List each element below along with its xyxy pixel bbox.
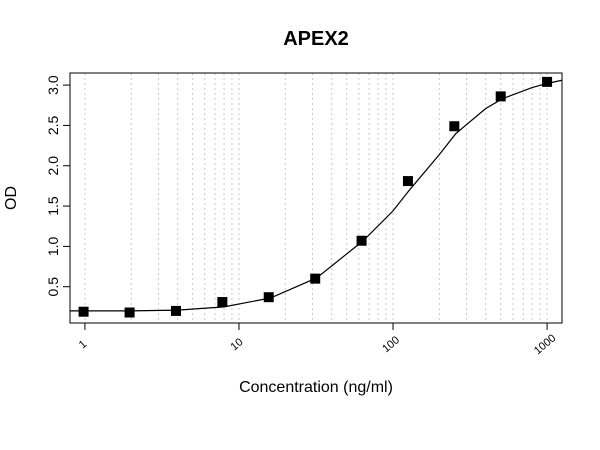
data-point xyxy=(495,91,506,102)
data-point xyxy=(542,76,553,87)
y-tick-label: 0.5 xyxy=(45,277,61,297)
data-point xyxy=(170,305,181,316)
x-axis: 1 10 100 1000 xyxy=(77,323,558,357)
x-tick-label: 1000 xyxy=(532,332,558,357)
chart-title: APEX2 xyxy=(283,28,349,50)
y-tick-label: 2.0 xyxy=(45,156,61,176)
data-points xyxy=(78,76,553,318)
data-point xyxy=(402,176,413,187)
x-tick-label: 100 xyxy=(380,334,402,355)
data-point xyxy=(310,273,321,284)
y-tick-label: 1.5 xyxy=(45,196,61,216)
plot-frame xyxy=(69,72,563,324)
data-point xyxy=(449,121,460,132)
y-tick-label: 2.5 xyxy=(45,115,61,135)
x-axis-label: Concentration (ng/ml) xyxy=(239,379,393,396)
data-point xyxy=(263,292,274,303)
x-tick-label: 1 xyxy=(77,338,89,351)
y-tick-label: 3.0 xyxy=(45,75,61,95)
data-point xyxy=(124,307,135,318)
fitted-curve xyxy=(70,79,563,312)
x-tick-label: 10 xyxy=(228,336,245,353)
data-point xyxy=(356,235,367,246)
grid xyxy=(84,73,548,323)
y-axis: 0.5 1.0 1.5 2.0 2.5 3.0 xyxy=(45,75,70,296)
data-point xyxy=(78,306,89,317)
data-point xyxy=(217,297,228,308)
y-tick-label: 1.0 xyxy=(45,236,61,256)
y-axis-label: OD xyxy=(3,186,20,210)
